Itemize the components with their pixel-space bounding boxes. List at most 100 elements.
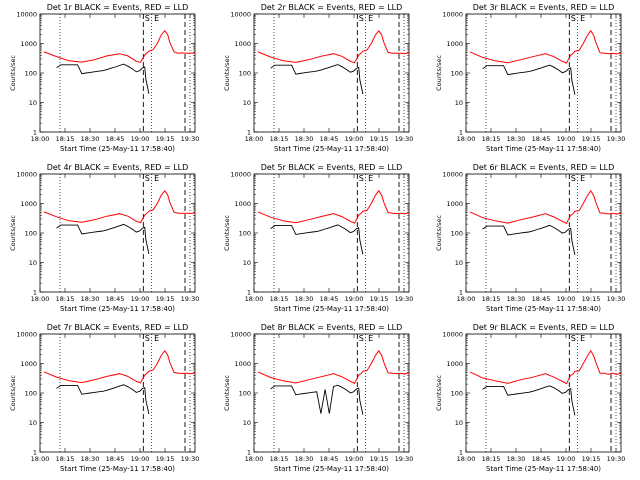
- x-tick-label: 19:30: [395, 295, 414, 303]
- y-tick-label: 1: [33, 289, 37, 297]
- x-tick-label: 19:30: [395, 455, 414, 463]
- x-tick-label: 19:00: [345, 455, 364, 463]
- plot-frame: [253, 333, 410, 453]
- chart-panel: Det 7r BLACK = Events, RED = LLD 1 10 100 10…: [9, 323, 199, 473]
- lld-series-line: [43, 349, 196, 384]
- x-tick-label: 18:15: [56, 455, 75, 463]
- x-tick-label: 18:30: [81, 455, 100, 463]
- y-tick-label: 10: [455, 259, 463, 267]
- panel-title: Det 3r BLACK = Events, RED = LLD: [473, 3, 615, 12]
- y-tick-label: 10: [29, 99, 37, 107]
- x-tick-label: 19:00: [131, 295, 150, 303]
- x-tick-label: 18:15: [270, 295, 289, 303]
- marker-flag: S: [359, 174, 364, 183]
- x-tick-label: 19:00: [557, 455, 576, 463]
- plot-frame: [465, 173, 622, 293]
- x-tick-label: 18:45: [106, 295, 125, 303]
- y-tick-label: 1: [247, 289, 251, 297]
- x-tick-label: 19:30: [607, 455, 626, 463]
- y-tick-label: 100: [239, 390, 251, 398]
- events-series-line: [270, 64, 364, 95]
- x-axis-label: Start Time (25-May-11 17:58:40): [486, 465, 601, 473]
- x-tick-label: 19:30: [607, 135, 626, 143]
- panel-title: Det 6r BLACK = Events, RED = LLD: [473, 163, 615, 172]
- x-tick-label: 18:15: [270, 135, 289, 143]
- x-tick-label: 18:00: [245, 295, 264, 303]
- y-tick-label: 10: [455, 99, 463, 107]
- plot-frame: [39, 13, 196, 133]
- y-tick-label: 10000: [16, 331, 37, 339]
- plot-frame: [465, 13, 622, 133]
- events-series-line: [56, 63, 150, 94]
- chart-panel: Det 5r BLACK = Events, RED = LLD 1 10 100 10…: [223, 163, 413, 313]
- x-tick-label: 18:30: [507, 135, 526, 143]
- y-tick-label: 10000: [442, 331, 463, 339]
- y-axis-label: Counts/sec: [9, 215, 17, 251]
- x-tick-label: 18:45: [532, 135, 551, 143]
- y-tick-label: 10000: [442, 11, 463, 19]
- x-axis-label: Start Time (25-May-11 17:58:40): [60, 145, 175, 153]
- y-tick-label: 1000: [234, 360, 251, 368]
- x-tick-label: 18:45: [106, 455, 125, 463]
- events-series-line: [482, 64, 576, 95]
- x-tick-label: 19:30: [181, 295, 200, 303]
- marker-flag: E: [368, 14, 373, 23]
- y-tick-label: 1000: [234, 200, 251, 208]
- chart-panel: Det 8r BLACK = Events, RED = LLD 1 10 100 10…: [223, 323, 413, 473]
- x-tick-label: 18:00: [31, 455, 50, 463]
- x-tick-label: 18:45: [532, 455, 551, 463]
- events-series-line: [270, 224, 364, 255]
- y-tick-label: 100: [451, 70, 463, 78]
- x-axis-label: Start Time (25-May-11 17:58:40): [60, 305, 175, 313]
- y-tick-label: 100: [239, 70, 251, 78]
- chart-panel: Det 2r BLACK = Events, RED = LLD 1 10 100 10…: [223, 3, 413, 153]
- y-tick-label: 1000: [446, 40, 463, 48]
- x-tick-label: 18:00: [457, 455, 476, 463]
- x-axis-label: Start Time (25-May-11 17:58:40): [274, 465, 389, 473]
- y-axis-label: Counts/sec: [9, 375, 17, 411]
- x-tick-label: 18:30: [81, 135, 100, 143]
- panel-title: Det 1r BLACK = Events, RED = LLD: [47, 3, 189, 12]
- x-tick-label: 19:15: [156, 135, 175, 143]
- x-tick-label: 19:15: [582, 135, 601, 143]
- y-tick-label: 10000: [16, 11, 37, 19]
- y-tick-label: 1: [459, 129, 463, 137]
- y-tick-label: 1000: [20, 200, 37, 208]
- x-tick-label: 18:30: [295, 455, 314, 463]
- marker-flag: E: [580, 174, 585, 183]
- x-tick-label: 18:30: [295, 295, 314, 303]
- x-axis-label: Start Time (25-May-11 17:58:40): [274, 305, 389, 313]
- y-tick-label: 100: [25, 230, 37, 238]
- x-tick-label: 19:00: [345, 135, 364, 143]
- plot-frame: [253, 13, 410, 133]
- x-tick-label: 18:15: [56, 295, 75, 303]
- lld-series-line: [257, 29, 410, 64]
- y-tick-label: 1000: [446, 360, 463, 368]
- x-tick-label: 18:45: [320, 135, 339, 143]
- chart-panel: Det 1r BLACK = Events, RED = LLD 1 10 100 10…: [9, 3, 199, 153]
- marker-flag: S: [145, 174, 150, 183]
- marker-flag: S: [571, 174, 576, 183]
- marker-flag: S: [359, 334, 364, 343]
- x-tick-label: 19:00: [131, 455, 150, 463]
- x-tick-label: 18:15: [482, 455, 501, 463]
- y-tick-label: 1: [247, 449, 251, 457]
- y-axis-label: Counts/sec: [435, 55, 443, 91]
- x-tick-label: 19:15: [156, 455, 175, 463]
- x-tick-label: 18:45: [320, 295, 339, 303]
- chart-panel: Det 9r BLACK = Events, RED = LLD 1 10 100 10…: [435, 323, 625, 473]
- plot-frame: [465, 333, 622, 453]
- events-series-line: [482, 224, 576, 255]
- lld-series-line: [469, 349, 622, 385]
- x-tick-label: 19:00: [131, 135, 150, 143]
- lld-series-line: [43, 30, 196, 63]
- y-tick-label: 1: [459, 289, 463, 297]
- x-tick-label: 19:30: [607, 295, 626, 303]
- y-tick-label: 100: [25, 70, 37, 78]
- panel-title: Det 9r BLACK = Events, RED = LLD: [473, 323, 615, 332]
- y-axis-label: Counts/sec: [223, 215, 231, 251]
- y-tick-label: 10000: [230, 331, 251, 339]
- y-tick-label: 1: [459, 449, 463, 457]
- events-series-line: [56, 384, 150, 415]
- y-axis-label: Counts/sec: [435, 375, 443, 411]
